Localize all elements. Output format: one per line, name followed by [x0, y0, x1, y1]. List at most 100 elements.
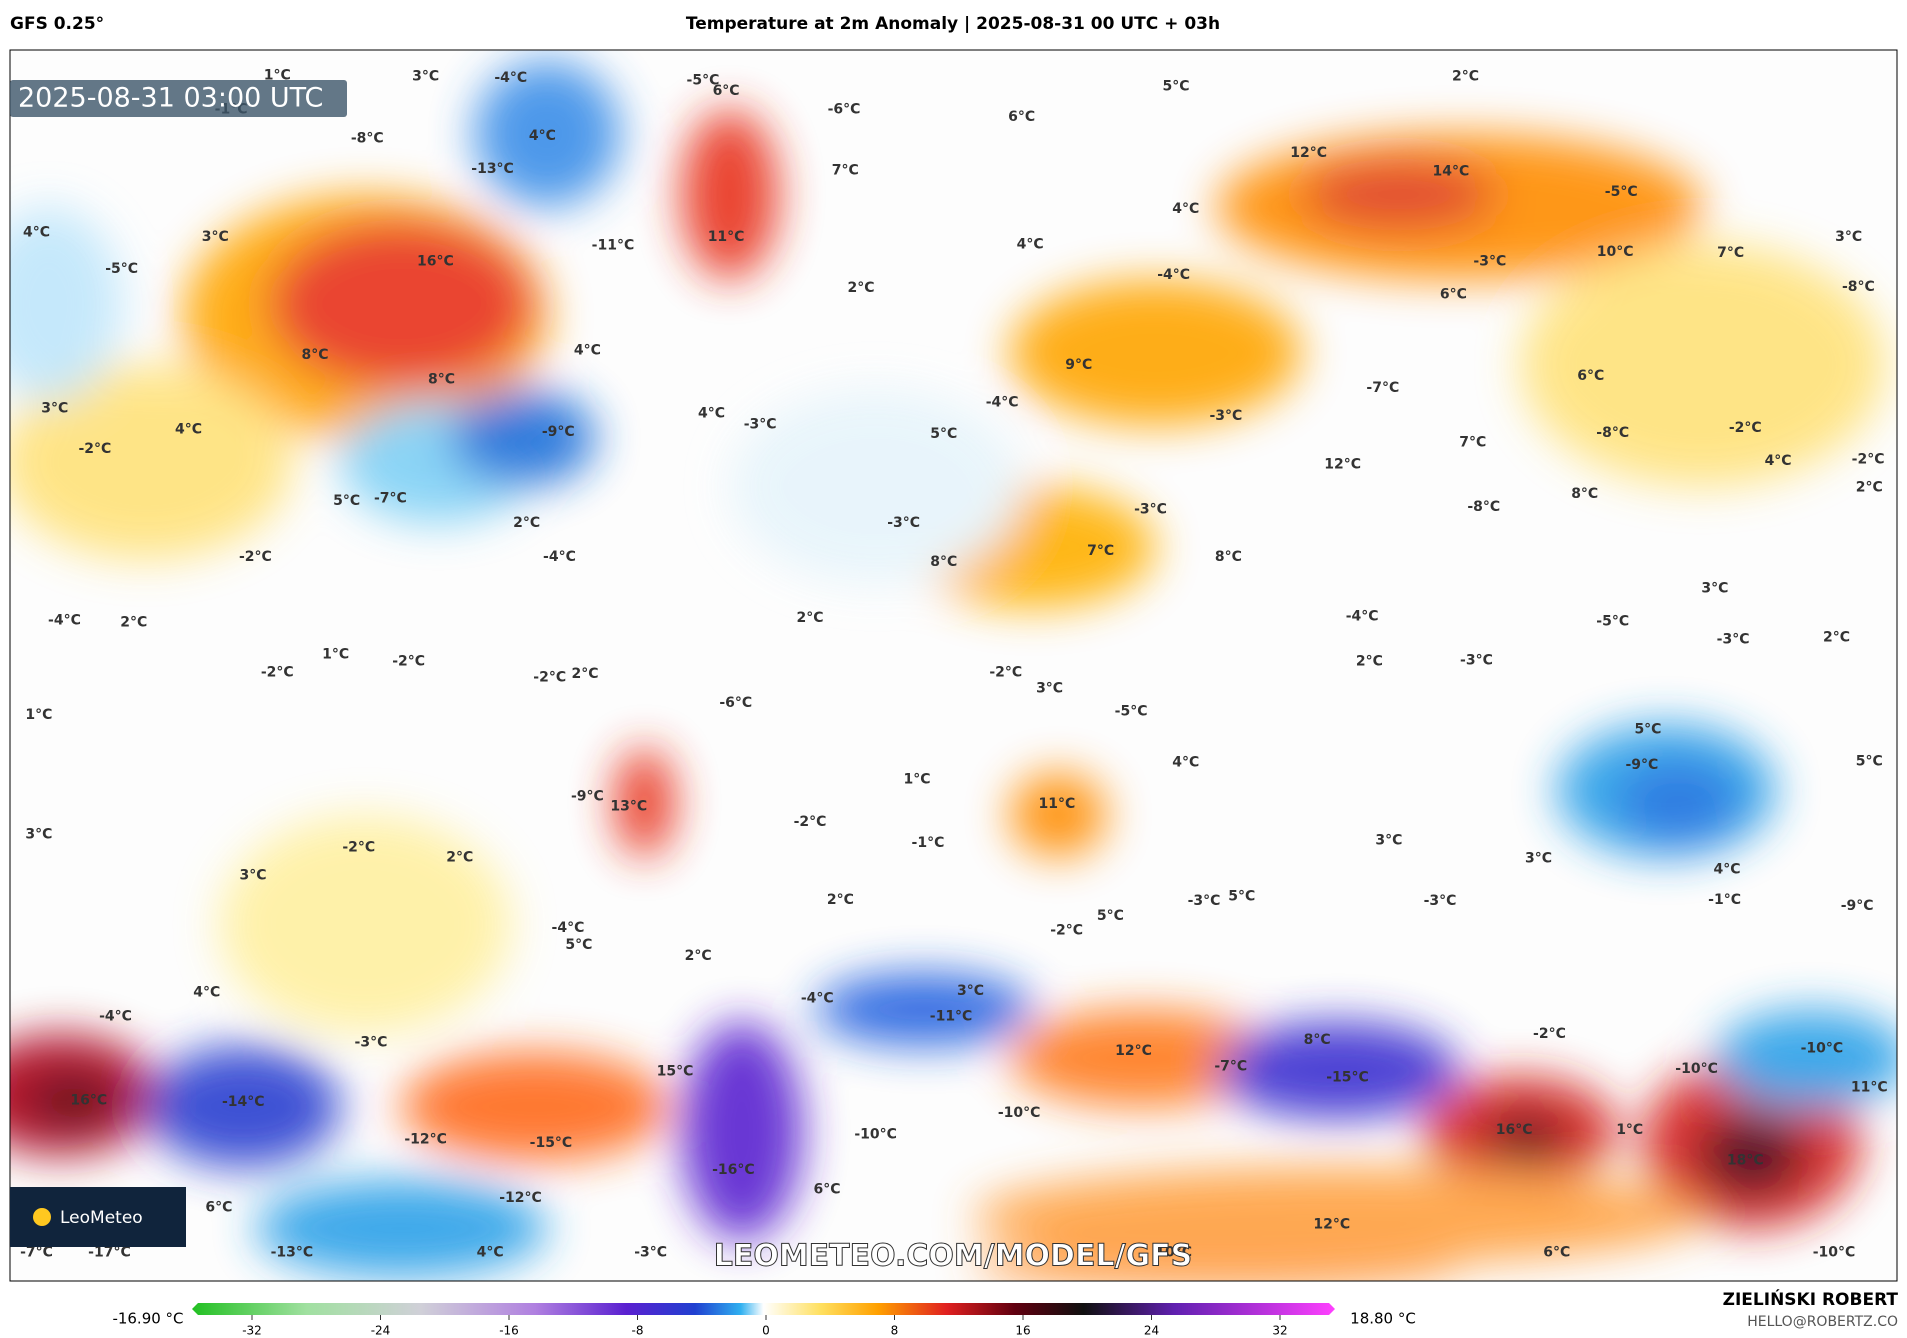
temperature-label: 6°C — [1008, 109, 1035, 125]
anomaly-blob — [1520, 243, 1886, 487]
anomaly-blob — [1483, 1112, 1569, 1162]
temperature-label: 16°C — [70, 1093, 107, 1109]
temperature-label: -5°C — [1605, 184, 1638, 200]
temperature-label: 7°C — [1717, 245, 1744, 261]
temperature-label: 3°C — [202, 229, 229, 245]
temperature-label: -11°C — [930, 1009, 973, 1025]
anomaly-blob — [449, 389, 596, 487]
anomaly-blob — [681, 109, 779, 280]
temperature-label: -3°C — [1460, 652, 1493, 668]
logo: LeoMeteo — [60, 1208, 143, 1228]
temperature-label: 16°C — [417, 253, 454, 269]
anomaly-blob — [1617, 760, 1740, 846]
temperature-label: 11°C — [708, 229, 745, 245]
temperature-label: -10°C — [1675, 1061, 1718, 1077]
temperature-label: 12°C — [1324, 457, 1361, 473]
temperature-label: -7°C — [1366, 380, 1399, 396]
temperature-label: 4°C — [529, 128, 556, 144]
anomaly-blob — [255, 1179, 548, 1278]
temperature-label: 2°C — [513, 515, 540, 531]
temperature-label: -7°C — [374, 491, 407, 507]
temperature-label: -1°C — [1708, 892, 1741, 908]
temperature-label: -4°C — [1346, 609, 1379, 625]
anomaly-blob — [614, 747, 675, 858]
temperature-label: 3°C — [1375, 832, 1402, 848]
temperature-label: 7°C — [1459, 435, 1486, 451]
temperature-label: -2°C — [794, 814, 827, 830]
temperature-label: 8°C — [1304, 1032, 1331, 1048]
map-labels: 3°C-4°C-5°C6°C5°C2°C-1°C-8°C4°C-6°C6°C12… — [20, 67, 1888, 1260]
temperature-label: 2°C — [1452, 69, 1479, 85]
temperature-label: -4°C — [1157, 267, 1190, 283]
temperature-label: 16°C — [1496, 1122, 1533, 1138]
temperature-label: -7°C — [20, 1245, 53, 1261]
watermark: LEOMETEO.COM/MODEL/GFS — [714, 1239, 1193, 1274]
temperature-label: -10°C — [854, 1127, 897, 1143]
temperature-label: -3°C — [744, 416, 777, 432]
temperature-label: 3°C — [41, 401, 68, 417]
temperature-label: 2°C — [1856, 480, 1883, 496]
temperature-label: 4°C — [193, 984, 220, 1000]
temperature-label: -2°C — [1852, 452, 1885, 468]
temperature-label: 5°C — [1097, 908, 1124, 924]
temperature-label: -4°C — [552, 920, 585, 936]
temperature-label: 7°C — [832, 162, 859, 178]
temperature-label: 2°C — [446, 849, 473, 865]
temperature-label: -4°C — [48, 612, 81, 628]
temperature-label: -15°C — [1326, 1070, 1369, 1086]
temperature-label: 9°C — [1065, 357, 1092, 373]
temperature-label: 1°C — [264, 67, 291, 83]
timestamp: 2025-08-31 03:00 UTC — [18, 83, 323, 114]
model-name: GFS 0.25° — [10, 14, 104, 34]
temperature-label: 6°C — [205, 1200, 232, 1216]
temperature-label: -17°C — [88, 1245, 131, 1261]
anomaly-blob — [10, 364, 292, 560]
temperature-label: 6°C — [1577, 368, 1604, 384]
temperature-label: 6°C — [1440, 286, 1467, 302]
temperature-label: 1°C — [322, 646, 349, 662]
temperature-label: -9°C — [1625, 757, 1658, 773]
anomaly-blob — [474, 60, 621, 207]
temperature-label: 2°C — [1823, 629, 1850, 645]
temperature-label: 2°C — [827, 892, 854, 908]
anomaly-blob — [814, 972, 1034, 1046]
temperature-label: 4°C — [1765, 453, 1792, 469]
temperature-label: 3°C — [239, 868, 266, 884]
colorbar-tick-label: -24 — [371, 1324, 391, 1338]
temperature-label: -8°C — [1596, 425, 1629, 441]
anomaly-blob — [1009, 1009, 1278, 1107]
temperature-label: 12°C — [1313, 1217, 1350, 1233]
anomaly-blob — [1696, 1112, 1807, 1198]
anomaly-blob — [145, 1045, 341, 1168]
temperature-label: 2°C — [796, 610, 823, 626]
temperature-label: 6°C — [814, 1181, 841, 1197]
temperature-label: 4°C — [175, 421, 202, 437]
temperature-label: 2°C — [1356, 654, 1383, 670]
temperature-label: -12°C — [404, 1132, 447, 1148]
temperature-label: -8°C — [1842, 279, 1875, 295]
temperature-label: 11°C — [1851, 1079, 1888, 1095]
colorbar-tick-label: 8 — [891, 1324, 899, 1338]
temperature-label: -3°C — [887, 515, 920, 531]
temperature-label: 5°C — [333, 493, 360, 509]
map-frame — [9, 49, 1898, 1282]
temperature-label: -5°C — [687, 72, 720, 88]
temperature-label: 4°C — [1172, 755, 1199, 771]
temperature-label: 6°C — [713, 83, 740, 99]
temperature-label: 15°C — [657, 1063, 694, 1079]
anomaly-blob — [681, 1021, 803, 1241]
temperature-label: -8°C — [351, 131, 384, 147]
temperature-label: -1°C — [912, 835, 945, 851]
anomaly-blob — [24, 1070, 122, 1132]
anomaly-blob — [972, 1167, 1703, 1265]
temperature-label: 5°C — [930, 426, 957, 442]
temperature-label: 1°C — [25, 707, 52, 723]
temperature-label: 4°C — [477, 1245, 504, 1261]
temperature-label: 5°C — [1856, 753, 1883, 769]
colorbar-tick-label: -16 — [499, 1324, 519, 1338]
colorbar-ticks: -32 -24 -16 -8 0 8 16 24 32 — [242, 1315, 1288, 1338]
temperature-label: -8°C — [1467, 499, 1500, 515]
timestamp-box — [10, 80, 347, 117]
temperature-label: -13°C — [271, 1245, 314, 1261]
